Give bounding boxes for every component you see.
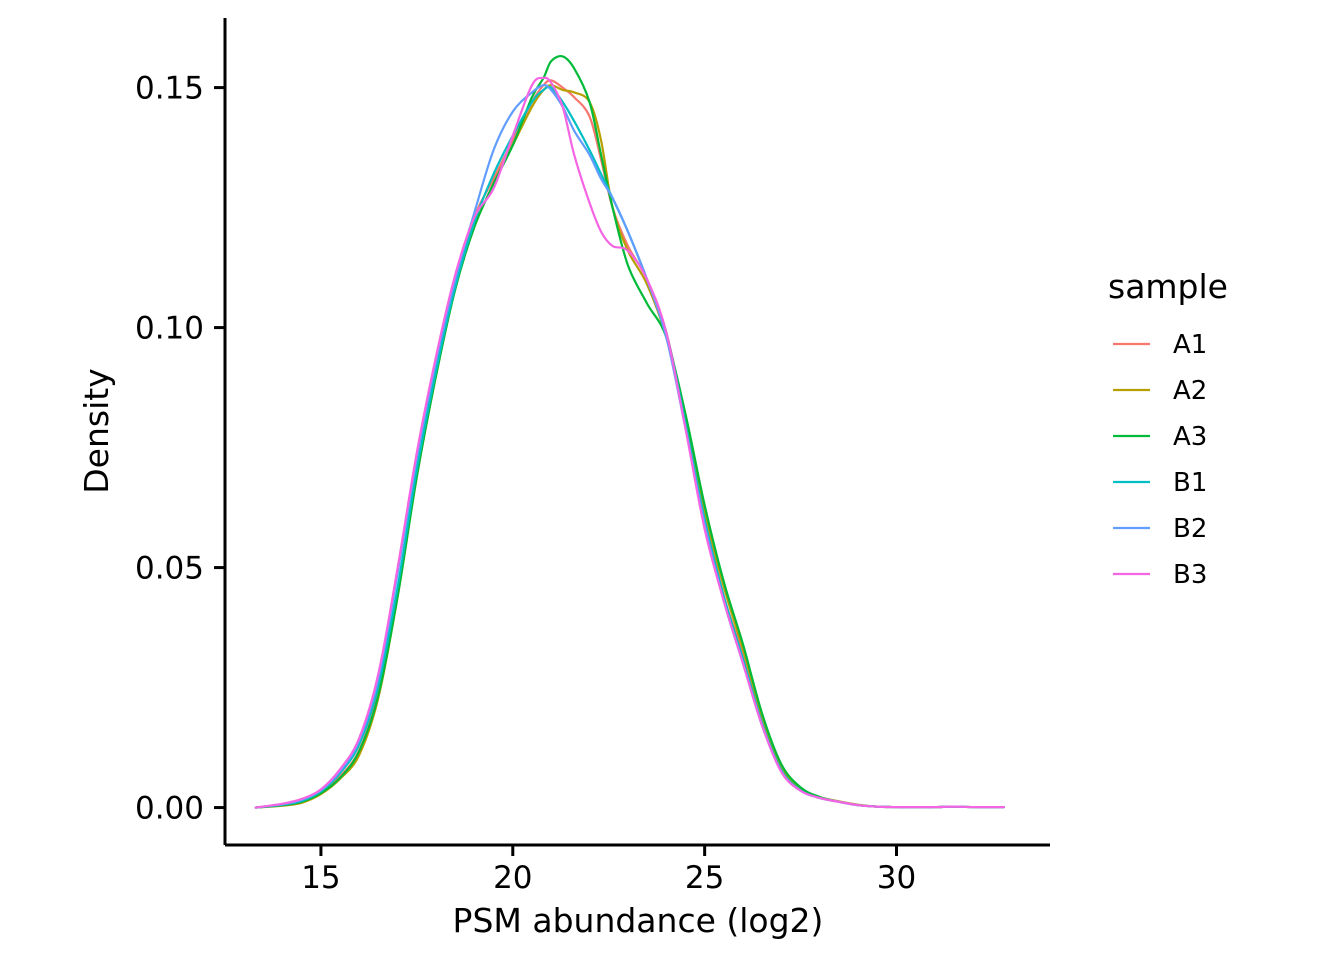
series-layer — [254, 55, 1006, 809]
y-tick-label: 0.00 — [135, 791, 204, 827]
x-axis-title: PSM abundance (log2) — [453, 901, 824, 940]
legend-item-b3: B3 — [1113, 560, 1207, 590]
legend-item-a3: A3 — [1113, 422, 1207, 452]
x-tick-label: 25 — [685, 860, 724, 896]
legend-label: B2 — [1173, 514, 1207, 544]
legend-item-a2: A2 — [1113, 376, 1207, 406]
legend-label: A1 — [1173, 330, 1207, 360]
legend-item-b1: B1 — [1113, 468, 1207, 498]
x-tick-label: 20 — [493, 860, 532, 896]
legend-title: sample — [1108, 267, 1228, 306]
y-tick-label: 0.05 — [135, 551, 204, 587]
legend: sample A1 A2 A3 B1 B2 B3 — [1108, 267, 1228, 590]
legend-item-b2: B2 — [1113, 514, 1207, 544]
legend-item-a1: A1 — [1113, 330, 1207, 360]
legend-items: A1 A2 A3 B1 B2 B3 — [1113, 330, 1207, 590]
y-axis-ticks: 0.00 0.05 0.10 0.15 — [135, 71, 225, 827]
legend-label: B1 — [1173, 468, 1207, 498]
legend-label: A2 — [1173, 376, 1207, 406]
y-tick-label: 0.10 — [135, 311, 204, 347]
x-axis-ticks: 15 20 25 30 — [301, 845, 916, 896]
legend-label: A3 — [1173, 422, 1207, 452]
y-tick-label: 0.15 — [135, 71, 204, 107]
y-axis-title: Density — [77, 368, 116, 493]
x-tick-label: 30 — [877, 860, 916, 896]
legend-label: B3 — [1173, 560, 1207, 590]
x-tick-label: 15 — [301, 860, 340, 896]
series-line-b3 — [254, 76, 1006, 809]
